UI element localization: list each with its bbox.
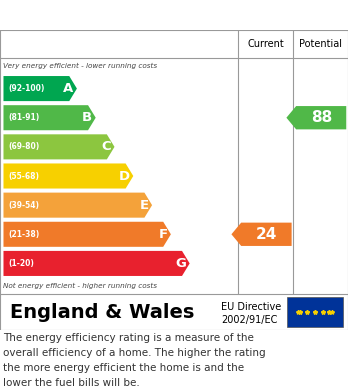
Text: overall efficiency of a home. The higher the rating: overall efficiency of a home. The higher… bbox=[3, 348, 266, 358]
Polygon shape bbox=[3, 222, 171, 247]
FancyBboxPatch shape bbox=[287, 297, 343, 327]
Text: A: A bbox=[63, 82, 73, 95]
Text: (55-68): (55-68) bbox=[9, 172, 40, 181]
Text: (92-100): (92-100) bbox=[9, 84, 45, 93]
Text: (1-20): (1-20) bbox=[9, 259, 34, 268]
Text: The energy efficiency rating is a measure of the: The energy efficiency rating is a measur… bbox=[3, 333, 254, 343]
Text: 88: 88 bbox=[311, 110, 332, 125]
Text: 2002/91/EC: 2002/91/EC bbox=[221, 315, 277, 325]
Text: (69-80): (69-80) bbox=[9, 142, 40, 151]
Polygon shape bbox=[3, 135, 114, 160]
Text: (81-91): (81-91) bbox=[9, 113, 40, 122]
Text: EU Directive: EU Directive bbox=[221, 301, 281, 312]
Text: Current: Current bbox=[247, 39, 284, 49]
Text: Very energy efficient - lower running costs: Very energy efficient - lower running co… bbox=[3, 63, 158, 69]
Text: the more energy efficient the home is and the: the more energy efficient the home is an… bbox=[3, 363, 245, 373]
Polygon shape bbox=[231, 222, 292, 246]
Text: 24: 24 bbox=[256, 227, 277, 242]
Text: Potential: Potential bbox=[299, 39, 342, 49]
Text: England & Wales: England & Wales bbox=[10, 303, 195, 321]
Text: lower the fuel bills will be.: lower the fuel bills will be. bbox=[3, 378, 140, 388]
Polygon shape bbox=[286, 106, 346, 129]
Text: Energy Efficiency Rating: Energy Efficiency Rating bbox=[10, 7, 232, 23]
Polygon shape bbox=[3, 105, 96, 130]
Polygon shape bbox=[3, 193, 152, 218]
Text: D: D bbox=[119, 170, 130, 183]
Text: (39-54): (39-54) bbox=[9, 201, 40, 210]
Text: C: C bbox=[101, 140, 111, 153]
Text: Not energy efficient - higher running costs: Not energy efficient - higher running co… bbox=[3, 283, 158, 289]
Polygon shape bbox=[3, 76, 77, 101]
Polygon shape bbox=[3, 163, 133, 188]
Text: G: G bbox=[175, 257, 186, 270]
Text: E: E bbox=[140, 199, 149, 212]
Text: (21-38): (21-38) bbox=[9, 230, 40, 239]
Text: F: F bbox=[158, 228, 167, 241]
Polygon shape bbox=[3, 251, 190, 276]
Text: B: B bbox=[82, 111, 92, 124]
